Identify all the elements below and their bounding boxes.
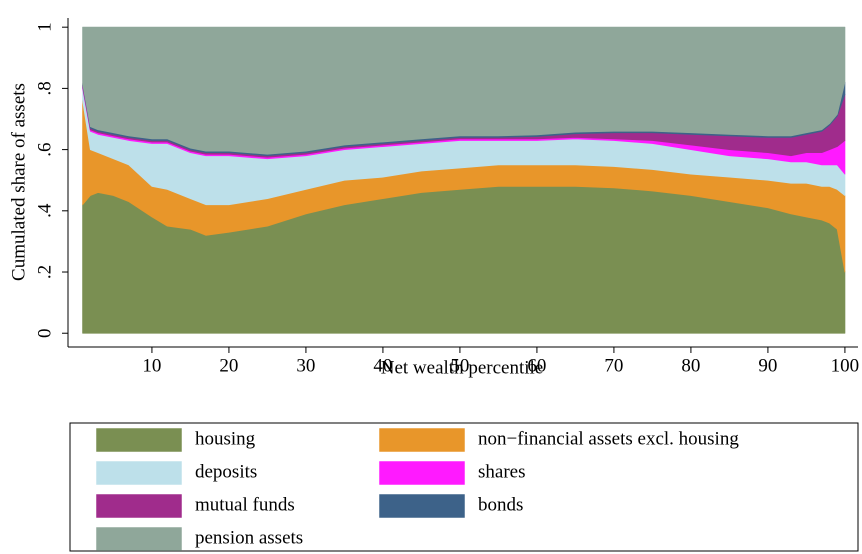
- legend-label: bonds: [478, 494, 523, 515]
- x-tick-label: 60: [527, 355, 546, 376]
- legend-swatch: [379, 461, 465, 485]
- x-tick-label: 70: [604, 355, 623, 376]
- y-axis-label: Cumulated share of assets: [8, 83, 29, 281]
- legend-label: non−financial assets excl. housing: [478, 428, 739, 449]
- x-tick-label: 20: [219, 355, 238, 376]
- area: [82, 26, 846, 155]
- legend-swatch: [96, 428, 182, 452]
- legend-label: mutual funds: [195, 494, 295, 515]
- x-tick-label: 30: [296, 355, 315, 376]
- y-tick-label: 1: [34, 22, 55, 32]
- legend-swatch: [96, 494, 182, 518]
- legend-box: [69, 422, 859, 552]
- legend-label: housing: [195, 428, 256, 449]
- x-tick-label: 80: [681, 355, 700, 376]
- x-tick-label: 10: [142, 355, 161, 376]
- legend-label: pension assets: [195, 527, 303, 548]
- x-tick-label: 50: [450, 355, 469, 376]
- x-tick-label: 100: [831, 355, 860, 376]
- legend-swatch: [96, 461, 182, 485]
- legend-label: deposits: [195, 461, 257, 482]
- y-tick-label: .8: [34, 81, 55, 95]
- y-tick-label: .6: [34, 142, 55, 156]
- x-tick-label: 40: [373, 355, 392, 376]
- legend-swatch: [96, 527, 182, 551]
- legend-swatch: [379, 494, 465, 518]
- legend-label: shares: [478, 461, 525, 482]
- y-tick-label: .4: [34, 203, 55, 218]
- x-axis-label: Net wealth percentile: [381, 357, 543, 378]
- x-tick-label: 90: [758, 355, 777, 376]
- y-tick-label: 0: [34, 328, 55, 338]
- y-tick-label: .2: [34, 265, 55, 279]
- legend-swatch: [379, 428, 465, 452]
